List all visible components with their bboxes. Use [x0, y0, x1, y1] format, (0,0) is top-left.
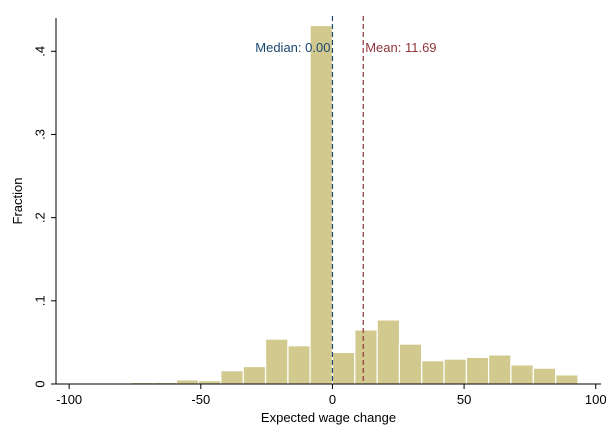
histogram-bar	[331, 351, 356, 385]
x-axis-label: Expected wage change	[261, 410, 396, 425]
axes-layer	[55, 18, 601, 385]
histogram-bar	[555, 374, 579, 385]
histogram-bar	[487, 354, 512, 385]
y-tick-label: .3	[32, 129, 47, 140]
x-tick-label: -50	[191, 392, 210, 407]
histogram-bar	[242, 365, 267, 385]
histogram-bar	[376, 319, 401, 385]
mean-label: Mean: 11.69	[365, 40, 436, 55]
histogram-bar	[465, 356, 490, 385]
histogram-bar	[354, 329, 378, 385]
reference-lines: Median: 0.00 Mean: 11.69	[255, 16, 437, 384]
median-label: Median: 0.00	[255, 40, 330, 55]
y-axis-label: Fraction	[10, 178, 25, 225]
y-ticks: 0 .1 .2 .3 .4	[32, 46, 56, 388]
y-tick-label: .4	[32, 46, 47, 57]
histogram-bar	[175, 379, 200, 385]
histogram-bar	[398, 343, 423, 385]
histogram-bar	[309, 24, 333, 385]
histogram-bar	[443, 358, 468, 385]
histogram-bar	[264, 338, 289, 385]
x-tick-label: 100	[585, 392, 607, 407]
histogram-bar	[287, 345, 311, 385]
x-tick-label: 50	[457, 392, 471, 407]
y-tick-label: 0	[32, 380, 47, 387]
histogram-bar	[510, 364, 534, 385]
x-tick-label: -100	[56, 392, 82, 407]
bars-layer	[130, 24, 579, 385]
histogram-bar	[220, 370, 244, 385]
y-tick-label: .2	[32, 212, 47, 223]
histogram-bar	[421, 360, 445, 385]
histogram-bar	[532, 367, 557, 385]
x-ticks: -100 -50 0 50 100	[56, 384, 607, 407]
x-tick-label: 0	[329, 392, 336, 407]
y-tick-label: .1	[32, 295, 47, 306]
